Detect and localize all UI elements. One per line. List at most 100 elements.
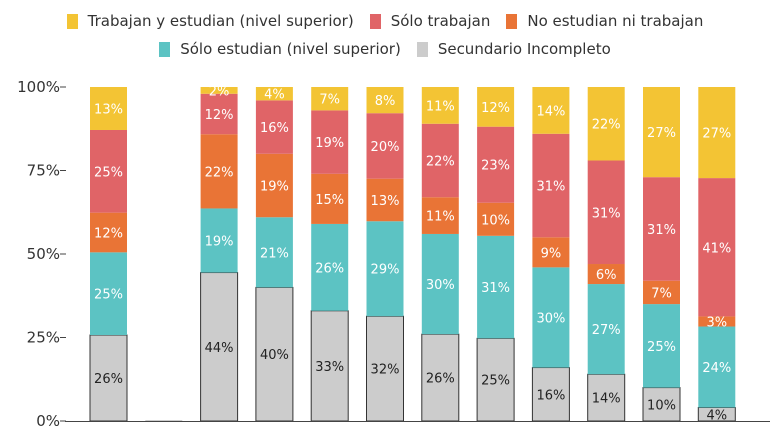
bar-segment xyxy=(421,233,459,335)
data-label: 25% xyxy=(647,340,676,355)
data-label: 22% xyxy=(592,118,621,133)
data-label: 15% xyxy=(315,193,344,208)
bar-segment xyxy=(255,100,293,154)
data-label: 31% xyxy=(536,180,565,195)
data-label: 21% xyxy=(260,246,289,261)
data-label: 11% xyxy=(426,210,455,225)
bar-segment xyxy=(366,113,404,179)
data-label: 23% xyxy=(481,159,510,174)
data-label: 40% xyxy=(260,348,289,363)
data-label: 4% xyxy=(264,88,285,103)
legend-label: Trabajan y estudian (nivel superior) xyxy=(87,12,354,30)
data-label: 26% xyxy=(315,261,344,276)
bar-segment xyxy=(421,123,459,198)
data-label: 12% xyxy=(94,227,123,242)
bar-segment xyxy=(477,202,515,236)
bar-segment xyxy=(532,133,570,238)
bar-segment-empty xyxy=(145,420,183,421)
bar-segment xyxy=(477,126,515,203)
data-label: 7% xyxy=(319,93,340,108)
data-label: 29% xyxy=(371,263,400,278)
data-label: 7% xyxy=(651,286,672,301)
data-label: 25% xyxy=(94,288,123,303)
data-label: 31% xyxy=(647,223,676,238)
legend-row-2: Sólo estudian (nivel superior) Secundario… xyxy=(0,40,770,61)
bar-segment xyxy=(90,129,127,213)
data-label: 25% xyxy=(481,374,510,389)
data-label: 22% xyxy=(205,165,234,180)
data-label: 33% xyxy=(315,360,344,375)
bar-segment xyxy=(366,221,404,317)
legend-swatch xyxy=(369,13,381,29)
data-label: 8% xyxy=(375,94,396,109)
data-label: 22% xyxy=(426,154,455,169)
bar-segment xyxy=(200,208,238,273)
bar-segment xyxy=(642,387,681,422)
bar-segment xyxy=(698,178,736,317)
bar-segment xyxy=(90,87,127,130)
data-label: 30% xyxy=(426,278,455,293)
data-label: 16% xyxy=(536,388,565,403)
data-label: 10% xyxy=(481,213,510,228)
data-label: 41% xyxy=(702,241,731,256)
bar-segment xyxy=(587,373,626,422)
data-label: 19% xyxy=(205,235,234,250)
bar-segment xyxy=(421,333,460,422)
bar-segment xyxy=(89,334,128,422)
data-label: 14% xyxy=(536,104,565,119)
bar-segment xyxy=(311,87,349,111)
y-tick-label: 75% xyxy=(27,162,60,180)
data-label: 27% xyxy=(592,323,621,338)
bar-segment xyxy=(200,93,238,135)
bar-segment xyxy=(643,87,680,178)
legend-label: Secundario Incompleto xyxy=(437,40,611,58)
legend-item: No estudian ni trabajan xyxy=(506,12,703,30)
data-label: 13% xyxy=(371,194,400,209)
bar-segment xyxy=(587,160,625,265)
bar-segment xyxy=(643,304,680,388)
bar-segment xyxy=(698,316,736,327)
data-label: 3% xyxy=(706,315,727,330)
data-label: 14% xyxy=(592,392,621,407)
y-tick-label: 25% xyxy=(27,329,60,347)
data-label: 11% xyxy=(426,99,455,114)
data-label: 10% xyxy=(647,398,676,413)
bar-segment xyxy=(200,87,238,94)
legend-row-1: Trabajan y estudian (nivel superior) Sólo… xyxy=(0,12,770,33)
bar-segment xyxy=(698,87,736,179)
legend-swatch xyxy=(506,13,518,29)
bar-segment xyxy=(255,286,294,422)
bar-segment xyxy=(255,87,293,101)
legend-label: No estudian ni trabajan xyxy=(527,12,704,30)
bar-segment xyxy=(90,252,127,336)
bar-segment xyxy=(587,284,625,375)
bar-segment xyxy=(90,212,127,253)
bar-segment xyxy=(311,173,349,224)
data-label: 44% xyxy=(205,341,234,356)
legend-swatch xyxy=(66,13,78,29)
data-label: 27% xyxy=(647,126,676,141)
data-label: 24% xyxy=(702,361,731,376)
bar-segment xyxy=(200,272,239,422)
bar-segment xyxy=(532,267,570,368)
legend-item: Trabajan y estudian (nivel superior) xyxy=(66,12,354,30)
data-label: 12% xyxy=(205,108,234,123)
data-label: 6% xyxy=(596,268,617,283)
legend-item: Secundario Incompleto xyxy=(416,40,611,58)
legend-swatch xyxy=(416,41,428,57)
bar-segment xyxy=(366,315,404,422)
bar-segment xyxy=(698,326,736,408)
bar-segment xyxy=(587,87,625,161)
legend-item: Sólo trabajan xyxy=(369,12,490,30)
bar-segment xyxy=(255,153,293,218)
bar-segment xyxy=(532,87,570,134)
data-label: 16% xyxy=(260,121,289,136)
y-tick-label: 100% xyxy=(17,78,60,96)
data-label: 30% xyxy=(536,311,565,326)
data-label: 32% xyxy=(371,363,400,378)
bar-segment xyxy=(311,223,349,311)
data-label: 26% xyxy=(94,372,123,387)
data-label: 19% xyxy=(260,180,289,195)
